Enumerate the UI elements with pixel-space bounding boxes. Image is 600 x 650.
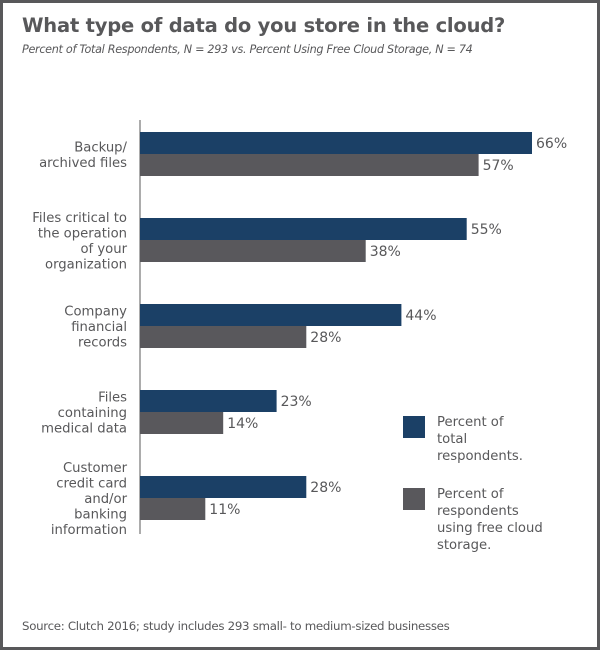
legend-swatch-total bbox=[403, 416, 425, 438]
category-label: Customer credit card and/or banking informat… bbox=[51, 461, 128, 538]
data-label: 44% bbox=[405, 308, 436, 324]
bar-free-cloud-storage bbox=[140, 498, 206, 520]
category-label: Files containing medical data bbox=[41, 391, 127, 437]
bar-total-respondents bbox=[140, 218, 467, 240]
bar-free-cloud-storage bbox=[140, 412, 224, 434]
bar-free-cloud-storage bbox=[140, 240, 366, 262]
data-label: 14% bbox=[227, 416, 258, 432]
chart-subtitle: Percent of Total Respondents, N = 293 vs… bbox=[22, 43, 473, 56]
data-label: 28% bbox=[310, 330, 341, 346]
data-label: 11% bbox=[209, 502, 240, 518]
data-label: 38% bbox=[370, 244, 401, 260]
category-label: Company financial records bbox=[64, 305, 127, 351]
data-label: 23% bbox=[281, 394, 312, 410]
category-label: Files critical to the operation of your org… bbox=[32, 211, 127, 272]
category-label: Backup/archived files bbox=[39, 140, 127, 171]
data-label: 57% bbox=[483, 158, 514, 174]
bar-total-respondents bbox=[140, 476, 307, 498]
data-label: 55% bbox=[471, 222, 502, 238]
legend-label: Percent of total respondents. bbox=[437, 415, 523, 464]
chart-title: What type of data do you store in the cl… bbox=[22, 14, 506, 37]
bar-total-respondents bbox=[140, 390, 277, 412]
bar-free-cloud-storage bbox=[140, 326, 307, 348]
data-label: 66% bbox=[536, 136, 567, 152]
data-label: 28% bbox=[310, 480, 341, 496]
bar-total-respondents bbox=[140, 132, 532, 154]
bar-total-respondents bbox=[140, 304, 402, 326]
bar-free-cloud-storage bbox=[140, 154, 479, 176]
source-note: Source: Clutch 2016; study includes 293 … bbox=[22, 619, 450, 633]
legend-label: Percent of respondents using free cloud sto… bbox=[437, 487, 543, 553]
legend-swatch-free bbox=[403, 488, 425, 510]
